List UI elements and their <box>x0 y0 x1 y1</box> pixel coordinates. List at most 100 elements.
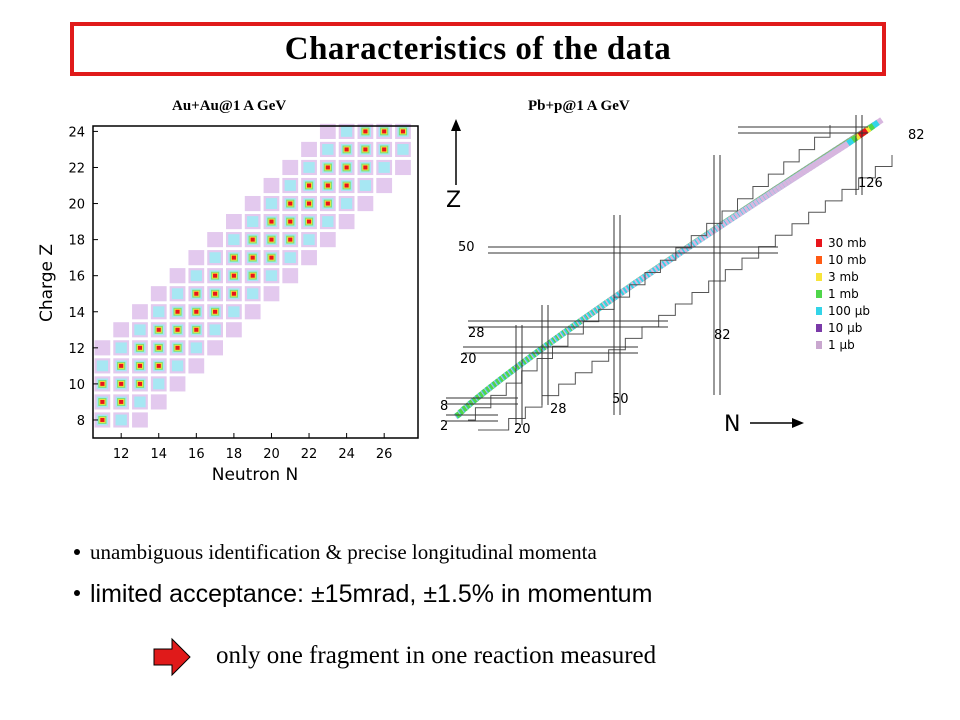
heatmap-cell <box>282 250 299 266</box>
legend-swatch <box>816 256 822 264</box>
heatmap-cell <box>226 268 242 284</box>
bullet-item-2: limited acceptance: ±15mrad, ±1.5% in mo… <box>74 580 652 609</box>
heatmap-cell <box>301 250 317 266</box>
heatmap-cell <box>226 286 242 302</box>
x-tick-label: 12 <box>113 447 130 462</box>
heatmap-cell <box>263 268 280 284</box>
heatmap-cell <box>301 177 317 194</box>
heatmap-cell <box>319 141 336 158</box>
legend-label: 1 mb <box>828 287 859 301</box>
heatmap-cell <box>150 376 167 392</box>
shell-number-label: 82 <box>908 128 925 143</box>
heatmap-cell <box>169 358 186 374</box>
shell-number-label: 8 <box>440 399 448 414</box>
heatmap-cell <box>150 358 167 374</box>
heatmap-cell <box>188 268 205 284</box>
heatmap-cell <box>244 232 261 248</box>
heatmap-cell <box>301 195 317 212</box>
heatmap-cell <box>282 159 299 176</box>
heatmap-cell <box>282 268 299 284</box>
legend-label: 1 µb <box>828 338 855 352</box>
legend-label: 10 µb <box>828 321 862 335</box>
y-tick-labels: 8 10 12 14 16 18 20 22 24 <box>68 125 85 429</box>
x-tick-labels: 12 14 16 18 20 22 24 26 <box>113 447 393 462</box>
heatmap-cell <box>263 214 280 230</box>
heatmap-cell <box>357 159 374 176</box>
legend-label: 3 mb <box>828 270 859 284</box>
heatmap-cell <box>244 195 261 212</box>
heatmap-cell <box>207 286 223 302</box>
shell-number-label: 50 <box>612 392 629 407</box>
heatmap-cell <box>478 390 485 398</box>
heatmap-cell <box>244 250 261 266</box>
shell-number-label: 82 <box>714 328 731 343</box>
y-tick-label: 12 <box>68 342 85 357</box>
heatmap-cell <box>207 232 223 248</box>
heatmap-cell <box>188 304 205 320</box>
y-tick-label: 14 <box>68 306 85 321</box>
heatmap-cell <box>244 304 261 320</box>
heatmap-cell <box>132 358 148 374</box>
heatmap-cell <box>338 159 355 176</box>
heatmap-cell <box>357 177 374 194</box>
heatmap-cell <box>113 322 130 338</box>
heatmap-cell <box>458 408 465 415</box>
heatmap-cell <box>357 141 374 158</box>
heatmap-cell <box>94 358 111 374</box>
shell-number-label: 28 <box>468 326 485 341</box>
heatmap-cell <box>319 214 336 230</box>
heatmap-cell <box>188 250 205 266</box>
heatmap-cell <box>207 304 223 320</box>
heatmap-cell <box>150 304 167 320</box>
shell-number-label: 20 <box>514 422 531 437</box>
heatmap-cell <box>226 304 242 320</box>
heatmap-cell <box>263 195 280 212</box>
y-tick-label: 18 <box>68 234 85 249</box>
x-tick-label: 14 <box>150 447 167 462</box>
legend-swatch <box>816 273 822 281</box>
y-tick-label: 10 <box>68 378 85 393</box>
heatmap-cell <box>188 340 205 356</box>
slide-title: Characteristics of the data <box>284 30 672 67</box>
heatmap-cell <box>207 250 223 266</box>
heatmap-cell <box>357 123 374 139</box>
heatmap-cell <box>169 322 186 338</box>
y-tick-label: 16 <box>68 270 85 285</box>
heatmap-cell <box>263 286 280 302</box>
bullet-item-1: unambiguous identification & precise lon… <box>74 540 597 565</box>
shell-number-label: 28 <box>550 402 567 417</box>
bullet-dot-icon <box>74 549 80 556</box>
y-tick-label: 22 <box>68 161 85 176</box>
heatmap-cell <box>338 123 355 139</box>
heatmap-cell <box>150 322 167 338</box>
z-axis-arrow <box>451 119 461 185</box>
right-arrow-icon <box>153 637 191 677</box>
heatmap-cell <box>169 268 186 284</box>
heatmap-cell <box>132 322 148 338</box>
heatmap-cell <box>113 394 130 410</box>
heatmap-cell <box>263 232 280 248</box>
heatmap-cell <box>150 286 167 302</box>
n-axis-arrow <box>750 418 804 428</box>
shell-lines <box>446 115 893 431</box>
heatmap-cell <box>376 141 393 158</box>
heatmap-cell <box>263 250 280 266</box>
y-tick-label: 8 <box>77 414 85 429</box>
heatmap-cell <box>395 159 411 176</box>
heatmap-cell <box>319 123 336 139</box>
bullet-text-1: unambiguous identification & precise lon… <box>90 540 597 564</box>
heatmap-cell <box>488 382 496 390</box>
title-box: Characteristics of the data <box>70 22 886 76</box>
z-axis-label: Z <box>446 188 461 213</box>
heatmap-cell <box>301 214 317 230</box>
heatmap-cell <box>113 340 130 356</box>
heatmap-cell <box>226 232 242 248</box>
heatmap-cell <box>282 214 299 230</box>
heatmap-cell <box>491 380 499 388</box>
x-tick-label: 24 <box>338 447 355 462</box>
heatmap-cell <box>485 385 492 393</box>
x-tick-label: 18 <box>226 447 243 462</box>
heatmap-cells <box>94 123 411 428</box>
heatmap-cell <box>319 177 336 194</box>
